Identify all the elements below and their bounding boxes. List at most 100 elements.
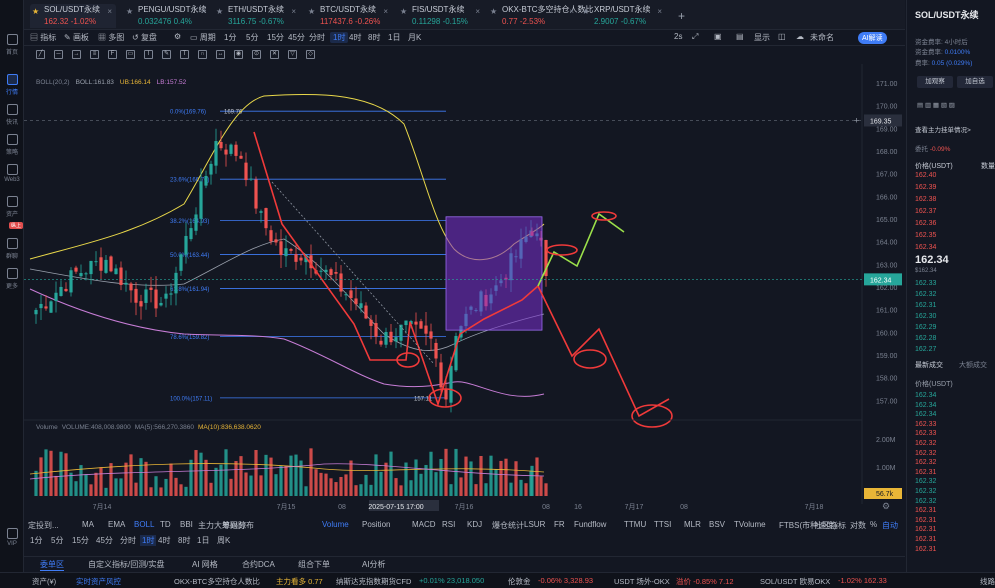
bottom-timeframe[interactable]: 45分: [96, 536, 113, 545]
channel-tool-icon[interactable]: ≡: [90, 50, 99, 59]
indicator-right-item[interactable]: 社区指标: [814, 521, 846, 530]
ask-price[interactable]: 162.37: [915, 208, 937, 215]
ray-tool-icon[interactable]: →: [72, 50, 81, 59]
nav-vip[interactable]: VIP: [0, 528, 24, 547]
close-icon[interactable]: ×: [107, 7, 112, 16]
indicator-item[interactable]: BSV: [709, 520, 726, 529]
drawn-red-path[interactable]: [253, 131, 539, 407]
price-chart[interactable]: 171.00 170.00 169.00 168.00 167.00 166.00 165.…: [24, 64, 905, 514]
eye-tool-icon[interactable]: ◉: [234, 50, 243, 59]
add-favorite-button[interactable]: 加自选: [957, 76, 993, 88]
symbol-tab[interactable]: ★ PENGU/USDT永续 0.032476 0.4% ×: [124, 4, 210, 28]
drawn-circle[interactable]: [631, 404, 673, 428]
symbol-tab[interactable]: ★ OKX-BTC多空持仓人数比 0.77 -2.53% ×: [488, 4, 594, 28]
bid-price[interactable]: 162.31: [915, 302, 937, 309]
bottom-tab[interactable]: AI 网格: [192, 560, 218, 569]
timeframe-5[interactable]: 1时: [330, 32, 349, 43]
bottom-tab[interactable]: 自定义指标/回测/实盘: [88, 560, 165, 569]
timeframe-7[interactable]: 8时: [368, 33, 381, 42]
indicator-item[interactable]: LSUR: [524, 520, 546, 529]
bottom-tab[interactable]: 合约DCA: [242, 560, 275, 569]
add-watch-button[interactable]: 加观察: [917, 76, 953, 88]
nav-strategy[interactable]: 策略: [0, 134, 24, 156]
fib-tool-icon[interactable]: F: [108, 50, 117, 59]
indicator-right-item[interactable]: 自动: [882, 521, 898, 530]
indicator-item[interactable]: RSI: [442, 520, 456, 529]
magnet-tool-icon[interactable]: ∩: [198, 50, 207, 59]
ask-price[interactable]: 162.34: [915, 244, 937, 251]
drawn-circle[interactable]: [546, 244, 578, 256]
bid-price[interactable]: 162.30: [915, 313, 937, 320]
brush-tool-icon[interactable]: ✎: [162, 50, 171, 59]
ask-price[interactable]: 162.36: [915, 220, 937, 227]
indicator-item[interactable]: TVolume: [734, 520, 766, 529]
nav-web3[interactable]: Web3: [0, 164, 24, 183]
refresh-interval[interactable]: 2s: [674, 32, 683, 41]
indicator-item[interactable]: FR: [554, 520, 565, 529]
fullscreen-icon[interactable]: ⤢: [692, 32, 699, 41]
bottom-timeframe[interactable]: 分时: [120, 536, 136, 545]
symbol-tab[interactable]: ★ XRP/USDT永续 2.9007 -0.67% ×: [580, 4, 666, 28]
symbol-tab[interactable]: ★ SOL/USDT永续 162.32 -1.02% ×: [30, 4, 116, 28]
bottom-timeframe[interactable]: 5分: [51, 536, 64, 545]
indicator-item[interactable]: FTBS(市种速度): [779, 521, 837, 530]
bottom-timeframe[interactable]: 1分: [30, 536, 43, 545]
indicator-right-item[interactable]: 对数: [850, 521, 866, 530]
chart-settings-icon[interactable]: ⚙: [882, 501, 890, 511]
close-icon[interactable]: ×: [201, 7, 206, 16]
ai-interpret-button[interactable]: AI解读: [858, 32, 887, 44]
ask-price[interactable]: 162.40: [915, 172, 937, 179]
trades-tab-latest[interactable]: 最新成交: [915, 362, 943, 369]
star-icon[interactable]: ★: [400, 7, 408, 16]
cloud-icon[interactable]: ☁: [796, 32, 804, 41]
timeframe-1[interactable]: 5分: [246, 33, 259, 42]
multi-chart-button[interactable]: ▦ 多图: [98, 33, 125, 42]
bottom-timeframe[interactable]: 4时: [158, 536, 171, 545]
indicator-left-item[interactable]: 定投到...: [28, 521, 59, 530]
filter-tool-icon[interactable]: ▽: [288, 50, 297, 59]
bottom-timeframe[interactable]: 1日: [197, 536, 210, 545]
bottom-timeframe[interactable]: 1时: [140, 535, 157, 546]
drawn-red-projection[interactable]: [537, 285, 670, 418]
bottom-timeframe[interactable]: 15分: [72, 536, 89, 545]
star-icon[interactable]: ★: [490, 7, 498, 16]
indicator-left-item[interactable]: 筹码分布: [222, 521, 254, 530]
lock-tool-icon[interactable]: ⊙: [252, 50, 261, 59]
nav-market[interactable]: 行情: [0, 74, 24, 96]
close-icon[interactable]: ×: [291, 7, 296, 16]
trendline-tool-icon[interactable]: ╱: [36, 50, 45, 59]
indicator-item[interactable]: Fundflow: [574, 520, 607, 529]
bottom-tab[interactable]: AI分析: [362, 560, 386, 569]
bottom-tab[interactable]: 组合下单: [298, 560, 330, 569]
timeframe-3[interactable]: 45分: [288, 33, 305, 42]
add-tab-icon[interactable]: +: [678, 9, 686, 23]
timeframe-9[interactable]: 月K: [408, 33, 422, 42]
bottom-timeframe[interactable]: 周K: [217, 536, 231, 545]
indicator-item[interactable]: 爆仓统计: [492, 521, 524, 530]
timeframe-4[interactable]: 分时: [309, 33, 325, 42]
drawn-circle[interactable]: [591, 211, 617, 221]
star-icon[interactable]: ★: [216, 7, 224, 16]
nav-wallet[interactable]: 资产: [0, 196, 24, 218]
drawn-circle[interactable]: [428, 388, 462, 408]
display-button[interactable]: 显示: [754, 33, 770, 42]
drawn-green-projection[interactable]: [537, 212, 625, 287]
ask-price[interactable]: 162.38: [915, 196, 937, 203]
close-icon[interactable]: ×: [569, 7, 574, 16]
indicator-left-item[interactable]: EMA: [108, 520, 126, 529]
drawing-board-button[interactable]: ✎ 画板: [64, 33, 89, 42]
indicators-button[interactable]: ▤ 指标: [30, 33, 57, 42]
rect-tool-icon[interactable]: ▭: [126, 50, 135, 59]
bid-price[interactable]: 162.28: [915, 335, 937, 342]
horizontal-line-tool-icon[interactable]: ─: [54, 50, 63, 59]
trash-tool-icon[interactable]: ✕: [270, 50, 279, 59]
indicator-left-item[interactable]: TD: [160, 520, 171, 529]
projection-box[interactable]: [445, 216, 543, 331]
text-tool-icon[interactable]: T: [180, 50, 189, 59]
gear-icon[interactable]: ⚙: [174, 32, 182, 41]
bottom-tab[interactable]: 委单区: [40, 560, 64, 571]
bid-price[interactable]: 162.32: [915, 291, 937, 298]
ask-price[interactable]: 162.35: [915, 232, 937, 239]
screenshot-icon[interactable]: ◫: [778, 32, 786, 41]
indicator-item[interactable]: Position: [362, 520, 391, 529]
